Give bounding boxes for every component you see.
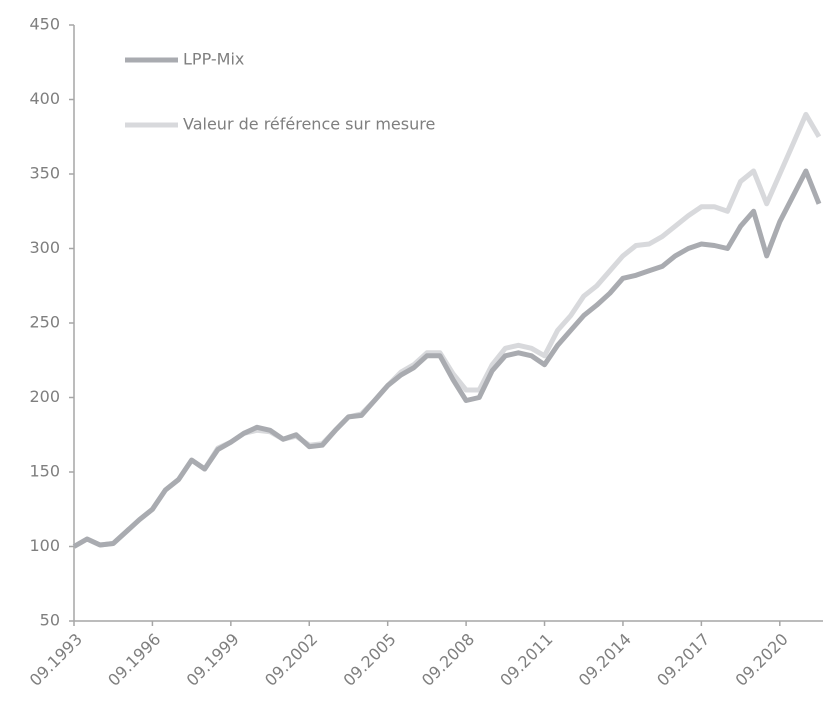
x-tick-label: 09.2002 [261,630,321,690]
x-tick-label: 09.2008 [418,630,478,690]
legend-label: Valeur de référence sur mesure [183,115,435,134]
y-tick-label: 250 [29,313,60,332]
y-tick-label: 200 [29,387,60,406]
y-tick-label: 150 [29,462,60,481]
x-tick-label: 09.2014 [575,630,635,690]
series-line [72,168,822,549]
series-line [72,111,822,549]
x-tick-label: 09.1996 [104,630,164,690]
y-tick-label: 300 [29,238,60,257]
x-tick-label: 09.2011 [496,630,556,690]
y-tick-label: 100 [29,536,60,555]
x-tick-label: 09.1999 [183,630,243,690]
x-tick-label: 09.2005 [339,630,399,690]
y-tick-label: 50 [40,611,60,630]
x-tick-label: 09.2017 [653,630,713,690]
x-tick-label: 09.1993 [26,630,86,690]
legend-label: LPP-Mix [183,50,244,69]
x-tick-label: 09.2020 [732,630,792,690]
y-tick-label: 400 [29,89,60,108]
y-tick-label: 450 [29,15,60,34]
y-tick-label: 350 [29,164,60,183]
